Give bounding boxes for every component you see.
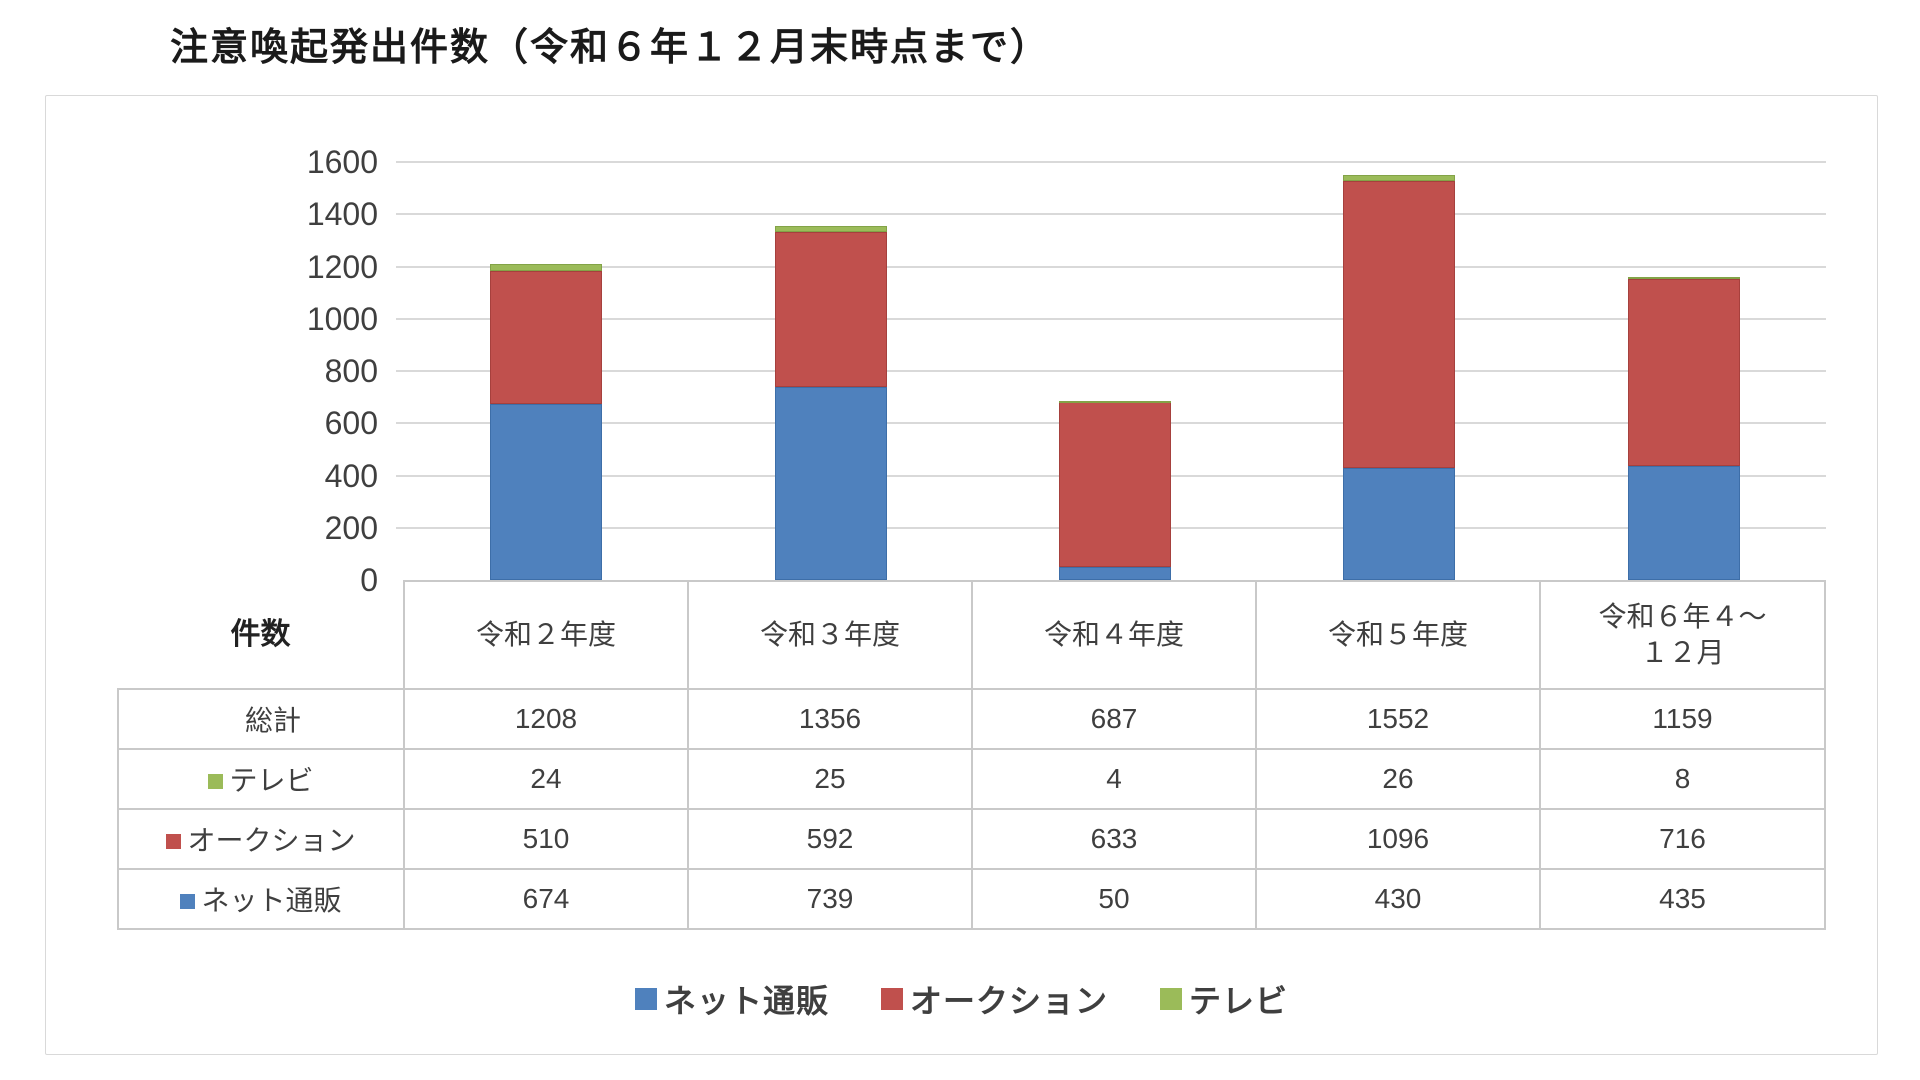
bar-segment [774,225,887,233]
y-axis-tick-label: 1400 [306,196,378,233]
data-table: 件数 令和２年度 令和３年度 令和４年度 令和５年度 令和６年４～ １２月 総計 1208 13… [117,580,1826,930]
y-axis-tick-label: 600 [324,405,378,442]
table-cell: 24 [403,748,689,810]
table-cell: 430 [1255,868,1541,930]
y-axis-tick-label: 1600 [306,144,378,180]
table-cell: 633 [971,808,1257,870]
table-cell: 510 [403,808,689,870]
bar-segment [1343,181,1456,468]
legend-key-icon [1160,988,1182,1010]
bar-segment [1627,279,1740,467]
gridline [396,265,1826,268]
table-header-row: 件数 令和２年度 令和３年度 令和４年度 令和５年度 令和６年４～ １２月 [118,580,1826,690]
table-cell: 1356 [687,688,973,750]
table-row: ネット通販 674 739 50 430 435 [117,868,1826,930]
y-axis-tick-label: 400 [324,457,378,494]
table-cell: 1552 [1255,688,1541,750]
y-axis-tick-label: 200 [324,509,378,546]
legend-item: テレビ [1160,976,1288,1022]
table-cell: 1159 [1539,688,1826,750]
bar-segment [490,270,603,404]
table-cell: 435 [1539,868,1826,930]
table-corner-label: 件数 [118,581,405,690]
table-header-cell: 令和３年度 [687,580,973,690]
series-key-icon [180,894,196,909]
table-row-label: テレビ [117,748,405,810]
table-row-label: ネット通販 [117,868,405,930]
gridline [396,161,1826,163]
gridline [396,213,1826,216]
table-cell: 4 [971,748,1257,810]
table-header-cell: 令和５年度 [1255,580,1541,690]
table-cell: 1096 [1255,808,1541,870]
table-row-label: オークション [117,808,405,870]
gridline [396,317,1826,320]
legend-key-icon [634,988,657,1010]
bar-segment [1343,174,1456,182]
gridline [396,370,1826,372]
legend-label: ネット通販 [663,983,829,1019]
bar-segment [1059,566,1171,580]
bar-segment [490,403,603,580]
table-cell: 716 [1539,808,1826,870]
bar-segment [1059,400,1171,403]
bar-segment [1627,277,1740,280]
table-cell: 8 [1539,748,1826,810]
legend-item: ネット通販 [634,976,829,1022]
chart-title: 注意喚起発出件数（令和６年１２月末時点まで） [170,27,1051,69]
table-cell: 50 [971,868,1257,930]
table-row: 総計 1208 1356 687 1552 1159 [117,688,1826,750]
series-key-icon [166,834,182,849]
table-row-label: 総計 [117,688,405,750]
series-key-icon [208,774,224,789]
legend-label: テレビ [1189,983,1289,1019]
table-row: テレビ 24 25 4 26 8 [117,748,1826,810]
bar-segment [1343,467,1456,580]
table-cell: 25 [687,748,973,810]
bar-segment [490,264,603,271]
table-cell: 674 [403,868,689,930]
bar-segment [774,386,887,580]
table-header-cell: 令和２年度 [403,580,689,690]
bar-segment [1059,401,1171,567]
table-row: オークション 510 592 633 1096 716 [117,808,1826,870]
table-cell: 739 [687,868,973,930]
table-cell: 26 [1255,748,1541,810]
bar-segment [774,232,887,387]
table-cell: 1208 [403,688,689,750]
legend-key-icon [880,988,903,1010]
chart-legend: ネット通販 オークション テレビ [45,976,1878,1022]
table-header-cell: 令和４年度 [971,580,1257,690]
legend-item: オークション [880,976,1108,1022]
table-cell: 687 [971,688,1257,750]
table-cell: 592 [687,808,973,870]
y-axis-tick-label: 1200 [306,248,378,285]
y-axis-tick-label: 800 [324,353,378,389]
bar-segment [1627,466,1740,580]
y-axis-tick-label: 1000 [306,300,378,337]
table-header-cell: 令和６年４～ １２月 [1539,580,1826,690]
legend-label: オークション [909,983,1108,1019]
